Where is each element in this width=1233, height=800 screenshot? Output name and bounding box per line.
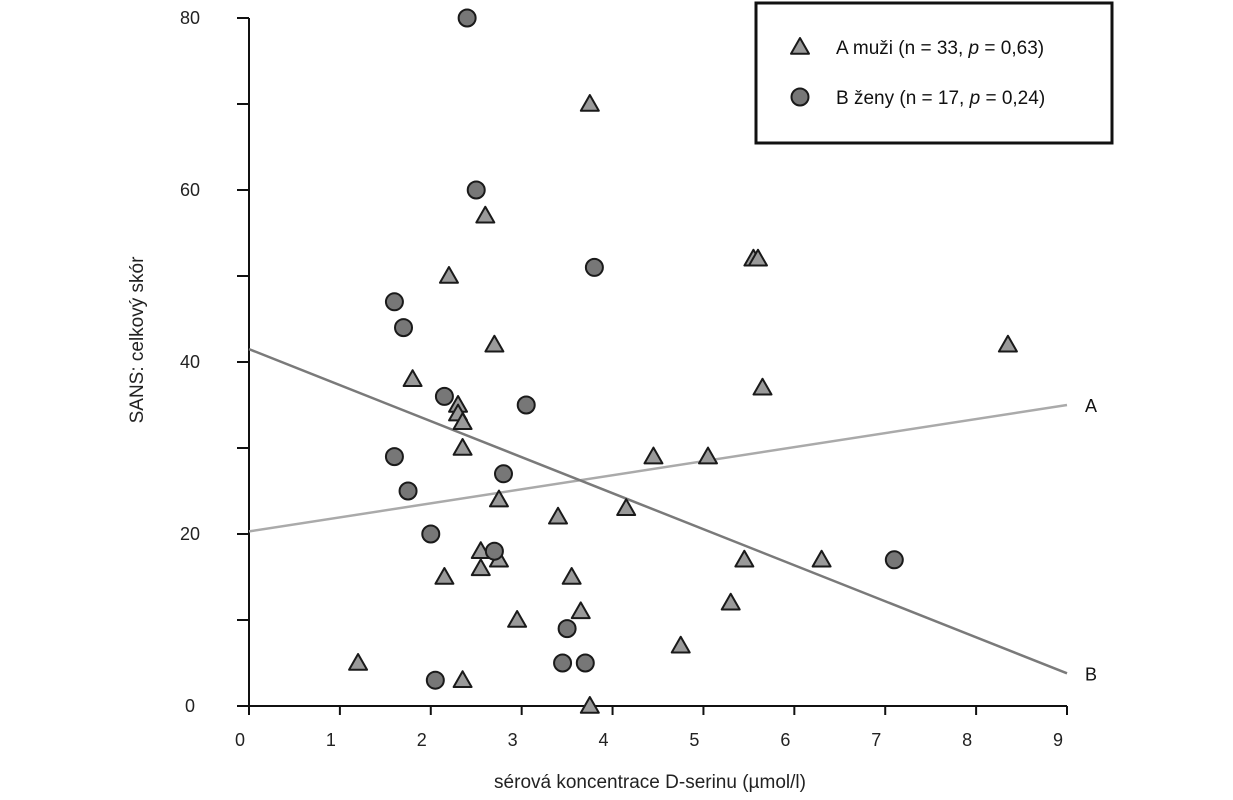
data-point xyxy=(384,292,404,312)
data-point xyxy=(507,610,528,628)
y-tick-label: 20 xyxy=(180,524,200,544)
data-point xyxy=(720,592,741,611)
data-point xyxy=(584,257,604,277)
legend-entry-text: A muži (n = 33, p = 0,63) xyxy=(836,38,1044,59)
data-point xyxy=(997,334,1018,353)
data-point xyxy=(475,205,496,224)
x-tick-label: 8 xyxy=(962,730,972,750)
data-point xyxy=(734,549,755,568)
x-tick-label: 2 xyxy=(417,730,427,750)
data-point xyxy=(884,550,904,570)
x-tick-label: 9 xyxy=(1053,730,1063,750)
data-point xyxy=(575,653,595,673)
data-point xyxy=(457,8,477,28)
x-tick-label: 3 xyxy=(508,730,518,750)
legend-entry-text: B ženy (n = 17, p = 0,24) xyxy=(836,88,1045,109)
x-tick-label: 4 xyxy=(599,730,609,750)
series-circle xyxy=(384,8,904,690)
data-point xyxy=(470,558,491,577)
data-point xyxy=(697,446,718,465)
data-point xyxy=(452,412,473,430)
data-points xyxy=(348,8,1018,714)
data-point xyxy=(579,696,600,714)
data-point xyxy=(452,670,473,688)
legend-marker-triangle xyxy=(790,37,810,55)
x-tick-label: 7 xyxy=(871,730,881,750)
regression-lines: AB xyxy=(248,347,1097,684)
data-point xyxy=(394,318,414,338)
data-point xyxy=(548,506,569,525)
x-tick-label: 1 xyxy=(326,730,336,750)
data-point xyxy=(438,266,459,284)
data-point xyxy=(466,180,486,200)
x-tick-label: 6 xyxy=(780,730,790,750)
legend: A muži (n = 33, p = 0,63) B ženy (n = 17,… xyxy=(754,1,1114,145)
series-triangle xyxy=(348,94,1018,714)
y-tick-label: 80 xyxy=(180,8,200,28)
axes: 0 1 2 3 4 5 6 7 8 9 0 20 40 60 80 xyxy=(180,8,1068,750)
data-point xyxy=(811,549,832,568)
regression-line-label: B xyxy=(1085,664,1097,684)
data-point xyxy=(570,601,591,620)
legend-marker-circle xyxy=(790,87,810,107)
y-tick-label: 60 xyxy=(180,180,200,200)
data-point xyxy=(384,447,404,467)
data-point xyxy=(348,653,369,671)
y-tick-label: 40 xyxy=(180,352,200,372)
legend-box xyxy=(754,1,1114,145)
data-point xyxy=(670,635,691,654)
data-point xyxy=(402,369,423,387)
data-point xyxy=(643,446,664,465)
data-point xyxy=(484,541,504,561)
data-point xyxy=(488,489,509,508)
regression-line-b xyxy=(248,347,1068,675)
data-point xyxy=(421,524,441,544)
y-tick-label: 0 xyxy=(185,696,195,716)
data-point xyxy=(557,619,577,639)
data-point xyxy=(747,248,768,267)
x-axis-label: sérová koncentrace D-serinu (µmol/l) xyxy=(494,772,806,793)
data-point xyxy=(752,377,773,396)
data-point xyxy=(616,498,637,516)
x-tick-label: 5 xyxy=(689,730,699,750)
data-point xyxy=(553,653,573,673)
y-axis-label: SANS: celkový skór xyxy=(127,256,148,423)
data-point xyxy=(425,670,445,690)
data-point xyxy=(484,334,505,353)
data-point xyxy=(493,464,513,484)
data-point xyxy=(579,94,600,112)
data-point xyxy=(452,438,473,456)
data-point xyxy=(434,386,454,406)
data-point xyxy=(398,481,418,501)
data-point xyxy=(561,567,582,585)
x-tick-label: 0 xyxy=(235,730,245,750)
data-point xyxy=(434,567,455,585)
regression-line-label: A xyxy=(1085,396,1097,416)
data-point xyxy=(516,395,536,415)
regression-line-a xyxy=(248,403,1068,533)
